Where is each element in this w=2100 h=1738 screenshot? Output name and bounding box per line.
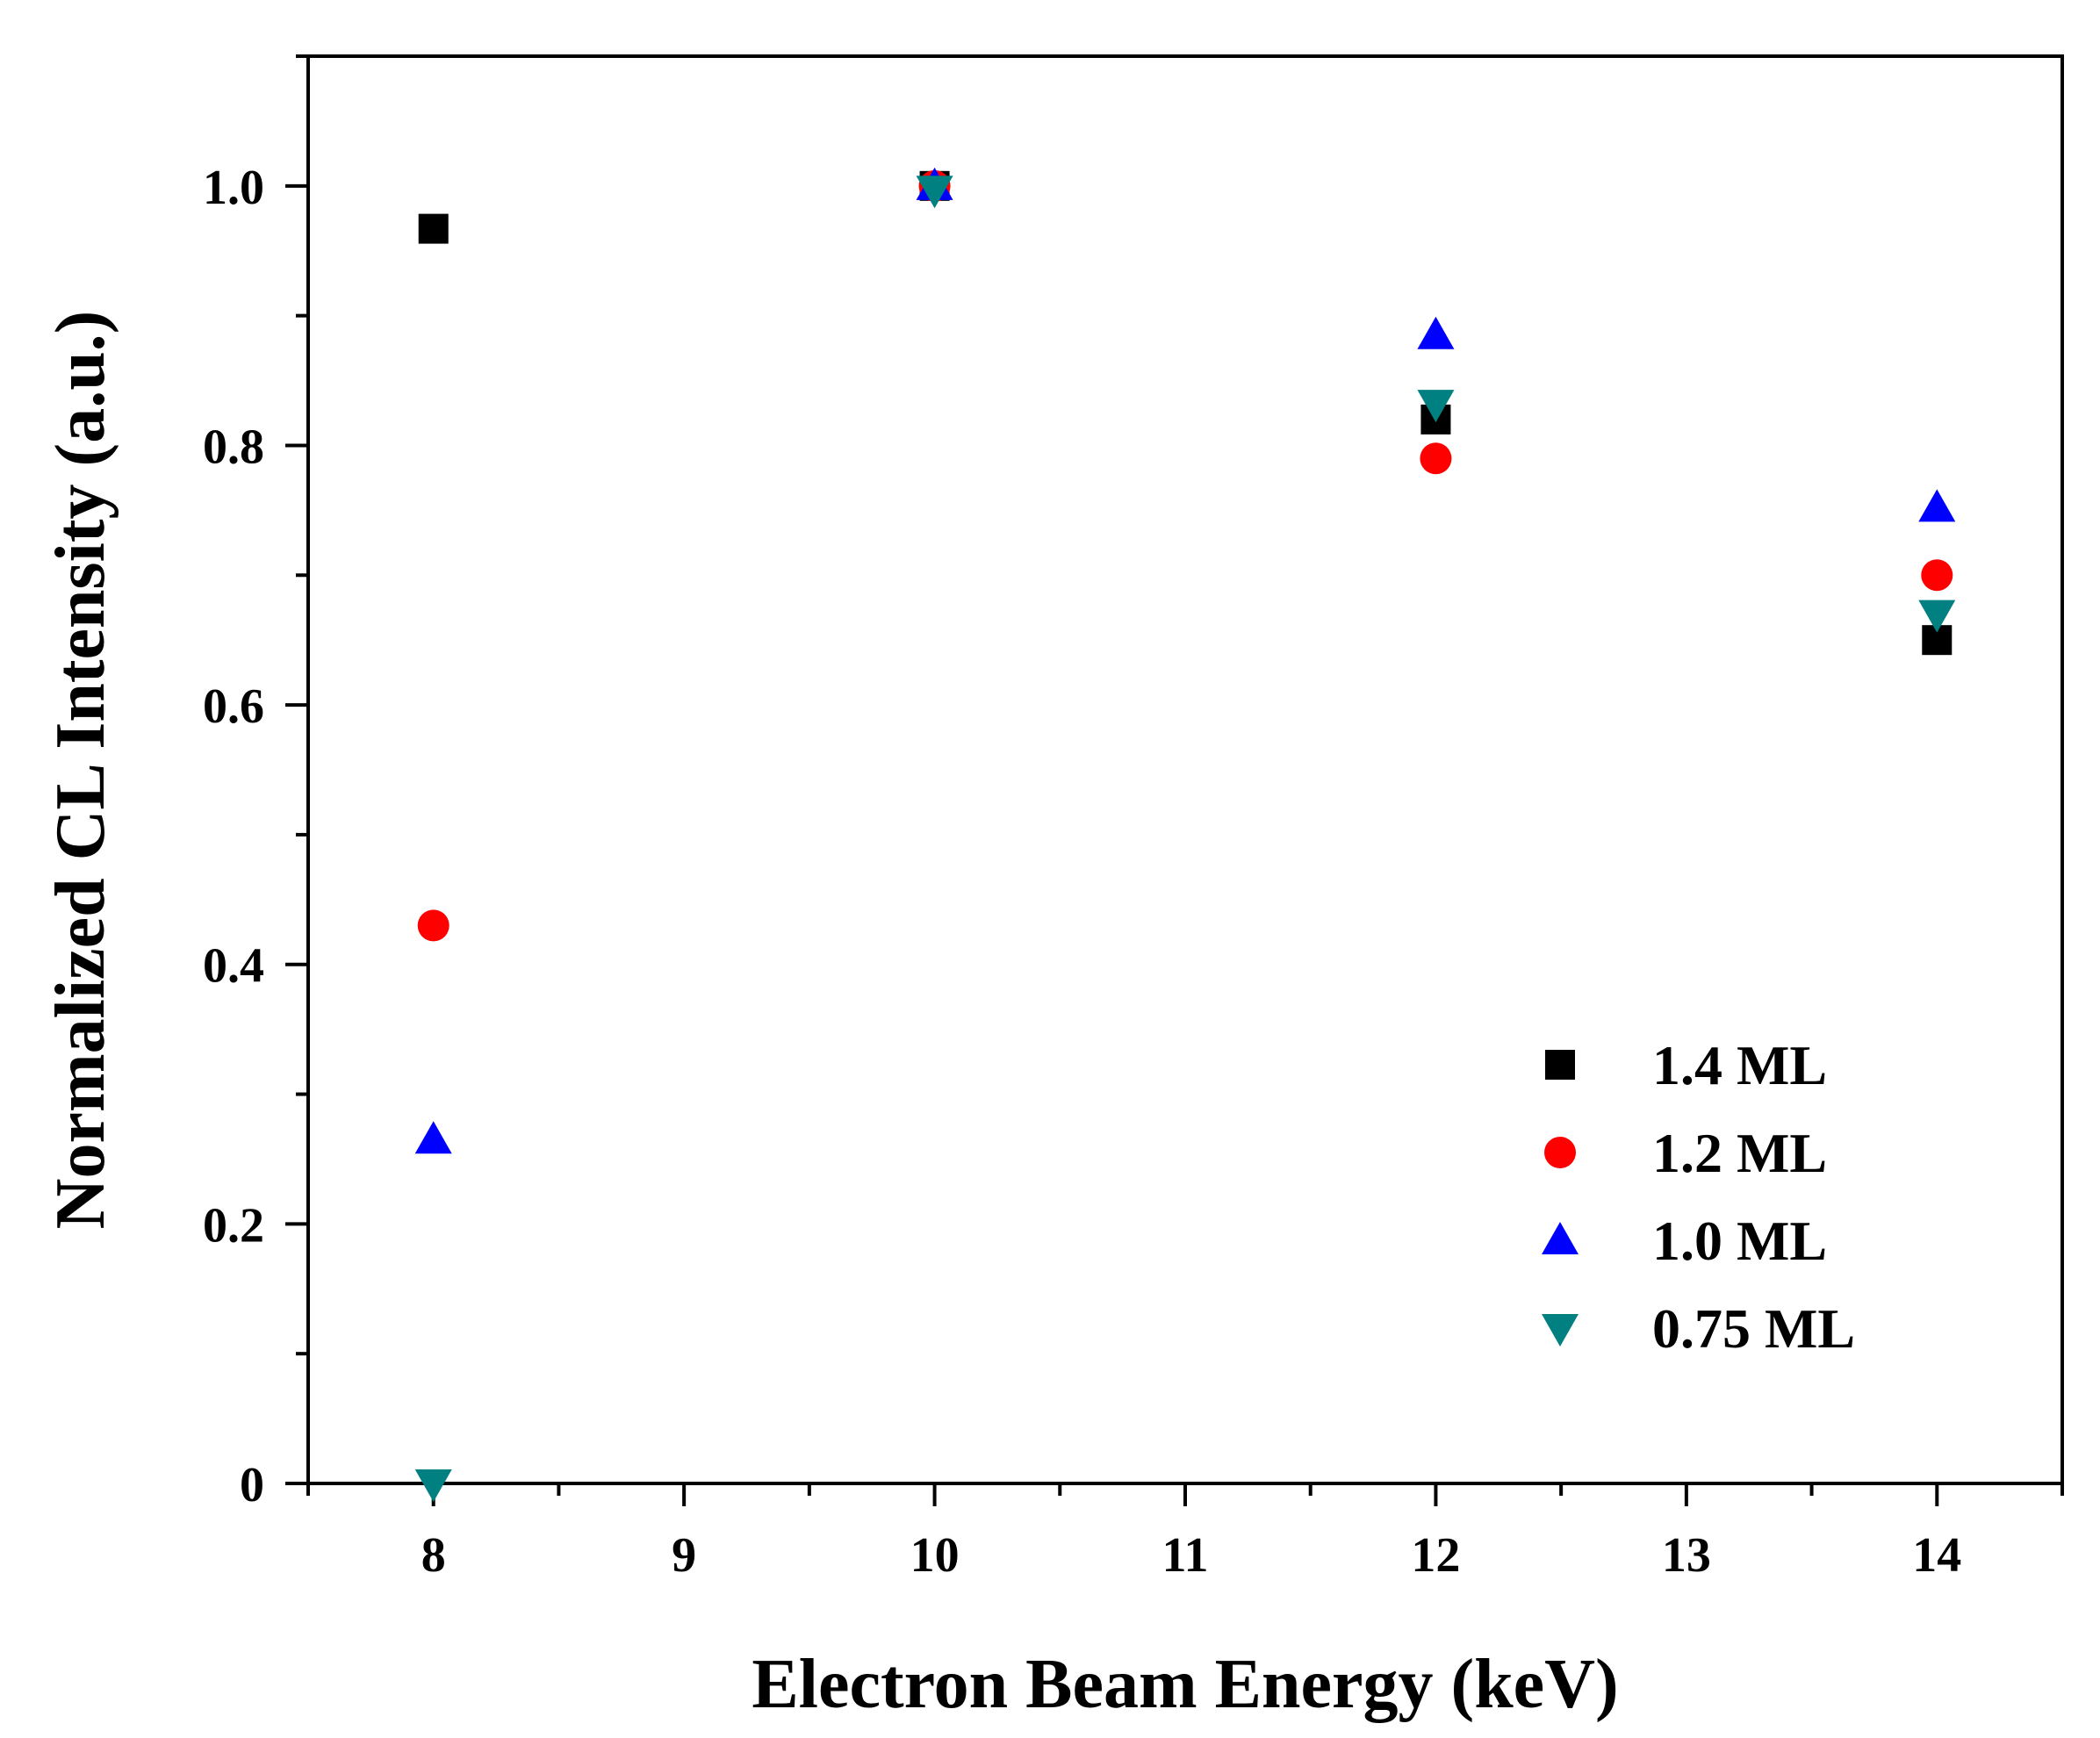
x-tick-label: 8 — [421, 1528, 446, 1583]
y-tick-label: 0.6 — [203, 679, 264, 734]
x-axis: 8 9 10 11 12 13 14 — [306, 1483, 2064, 1583]
data-point — [1420, 442, 1452, 475]
y-tick-label: 1.0 — [203, 161, 264, 215]
y-tick-label: 0.4 — [203, 939, 264, 994]
data-point — [1918, 489, 1956, 522]
y-tick-label: 0 — [240, 1458, 264, 1512]
x-tick-label: 10 — [910, 1528, 960, 1583]
legend-marker — [1542, 1222, 1579, 1254]
legend: 1.4 ML 1.2 ML 1.0 ML 0.75 ML — [1542, 1034, 1855, 1360]
data-point — [916, 176, 953, 209]
data-point — [1918, 600, 1956, 633]
data-point — [414, 1469, 452, 1502]
x-tick-label: 9 — [672, 1528, 696, 1583]
legend-label: 1.4 ML — [1652, 1034, 1827, 1096]
legend-label: 1.0 ML — [1652, 1210, 1827, 1272]
data-point — [414, 1121, 452, 1154]
data-point — [417, 909, 449, 942]
legend-marker — [1542, 1314, 1579, 1347]
legend-item: 0.75 ML — [1542, 1297, 1855, 1360]
legend-item: 1.4 ML — [1545, 1034, 1827, 1096]
legend-item: 1.2 ML — [1544, 1122, 1827, 1184]
legend-label: 1.2 ML — [1652, 1122, 1827, 1184]
x-tick-label: 11 — [1162, 1528, 1209, 1583]
y-axis: 0 0.2 0.4 0.6 0.8 1.0 — [203, 54, 308, 1512]
data-point — [418, 213, 449, 244]
legend-marker — [1545, 1050, 1575, 1080]
data-point — [1417, 390, 1455, 423]
data-point — [1417, 316, 1455, 349]
legend-marker — [1544, 1137, 1576, 1168]
data-points — [414, 167, 1956, 1502]
y-tick-label: 0.2 — [203, 1198, 264, 1253]
y-tick-label: 0.8 — [203, 420, 264, 474]
legend-item: 1.0 ML — [1542, 1210, 1827, 1272]
data-point — [1921, 559, 1953, 592]
x-axis-title: Electron Beam Energy (keV) — [752, 1646, 1618, 1723]
legend-label: 0.75 ML — [1652, 1297, 1855, 1360]
x-tick-label: 13 — [1662, 1528, 1711, 1583]
y-axis-title: Normalized CL Intensity (a.u.) — [42, 311, 119, 1230]
x-tick-label: 14 — [1912, 1528, 1961, 1583]
series-4 — [414, 176, 1956, 1502]
x-tick-label: 12 — [1411, 1528, 1460, 1583]
